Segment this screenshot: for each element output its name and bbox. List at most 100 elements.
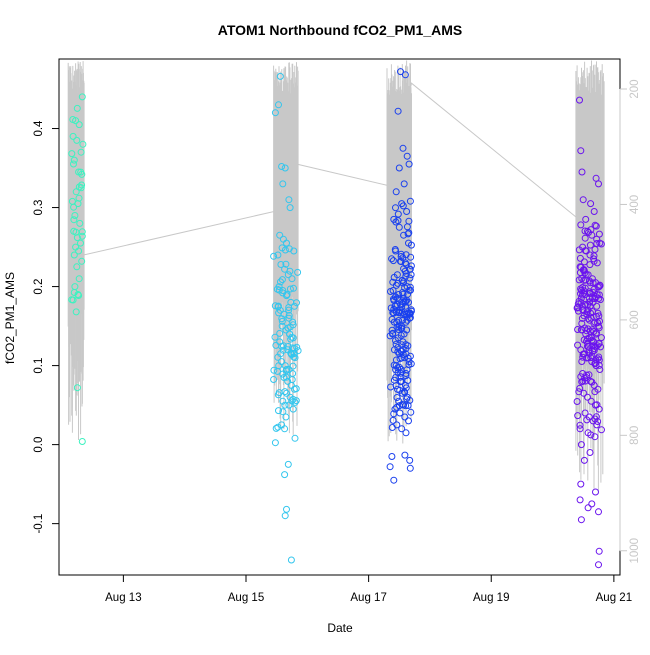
data-point: [69, 132, 77, 140]
data-point: [276, 338, 284, 346]
data-point: [591, 433, 599, 441]
data-point: [597, 240, 605, 248]
data-point: [403, 366, 411, 374]
data-point: [590, 345, 598, 353]
data-point: [583, 327, 591, 335]
data-point: [402, 429, 410, 437]
data-point: [393, 323, 401, 331]
data-point: [274, 353, 282, 361]
data-point: [577, 480, 585, 488]
data-point: [392, 366, 400, 374]
data-point: [595, 356, 603, 364]
data-point: [289, 344, 296, 352]
data-point: [592, 174, 600, 182]
data-point: [577, 516, 585, 524]
data-point: [278, 163, 286, 170]
data-point: [403, 310, 410, 318]
data-point: [78, 170, 86, 178]
data-point: [400, 388, 408, 396]
data-point: [281, 362, 289, 370]
data-point: [591, 246, 599, 253]
data-point: [77, 148, 85, 156]
y-tick-label: -0.1: [33, 514, 45, 534]
data-point: [584, 325, 592, 333]
data-point: [595, 547, 603, 555]
data-point: [389, 257, 397, 265]
data-point: [595, 180, 602, 188]
data-point: [78, 228, 86, 236]
data-point: [586, 241, 594, 249]
data-point: [390, 273, 398, 281]
data-point: [598, 426, 605, 434]
data-point: [595, 339, 603, 347]
data-point: [596, 366, 604, 373]
data-point: [583, 308, 591, 316]
data-point: [281, 471, 289, 479]
data-point: [586, 316, 593, 324]
data-point: [589, 279, 597, 287]
data-point: [396, 373, 404, 381]
data-point: [288, 376, 296, 384]
data-point: [588, 500, 596, 508]
data-point: [406, 396, 414, 404]
data-point: [407, 262, 415, 270]
data-point: [289, 405, 297, 413]
data-point: [395, 317, 403, 324]
data-point: [285, 314, 293, 322]
data-point: [399, 144, 407, 152]
data-point: [395, 223, 403, 231]
data-point: [271, 439, 279, 447]
data-point: [287, 335, 295, 343]
data-point: [293, 299, 300, 307]
data-point: [578, 291, 586, 299]
data-point: [574, 326, 582, 333]
data-point: [395, 164, 403, 172]
data-point: [289, 395, 297, 403]
data-point: [272, 424, 280, 432]
data-point: [277, 261, 285, 268]
data-point: [285, 306, 293, 314]
data-point: [586, 449, 594, 456]
data-point: [577, 441, 585, 449]
x-tick-label: Aug 13: [105, 592, 141, 604]
data-point: [75, 247, 83, 255]
data-point: [283, 292, 290, 300]
y-tick-label: 0.4: [33, 120, 45, 137]
data-point: [70, 160, 77, 168]
data-point: [390, 476, 398, 484]
y-tick-label: 0.3: [33, 200, 45, 216]
y-axis: -0.1 0.0 0.1 0.2 0.3 0.4: [33, 120, 60, 534]
data-point: [392, 293, 400, 301]
data-point: [68, 150, 76, 158]
altitude-trace: [67, 60, 605, 493]
data-point: [592, 488, 599, 496]
data-point: [275, 407, 282, 415]
data-point: [394, 107, 402, 115]
data-point: [73, 136, 81, 144]
data-point: [284, 377, 292, 385]
data-point: [405, 160, 413, 168]
data-point: [292, 397, 300, 405]
data-point: [395, 295, 403, 303]
data-point: [591, 295, 599, 303]
data-point: [593, 302, 601, 310]
data-point: [405, 417, 412, 425]
data-point: [288, 275, 296, 283]
data-point: [392, 218, 400, 226]
data-point: [72, 188, 80, 196]
data-point: [294, 268, 302, 276]
data-point: [583, 337, 590, 345]
data-point: [579, 377, 587, 385]
data-point: [386, 463, 394, 471]
data-point: [406, 456, 414, 464]
data-point: [291, 434, 299, 442]
data-point: [582, 276, 590, 284]
data-point: [69, 116, 77, 123]
data-point: [402, 341, 410, 349]
data-point: [402, 370, 410, 377]
data-point: [78, 181, 86, 189]
data-point: [390, 410, 398, 418]
data-point: [283, 389, 290, 397]
y-axis-label: fCO2_PM1_AMS: [3, 272, 17, 364]
